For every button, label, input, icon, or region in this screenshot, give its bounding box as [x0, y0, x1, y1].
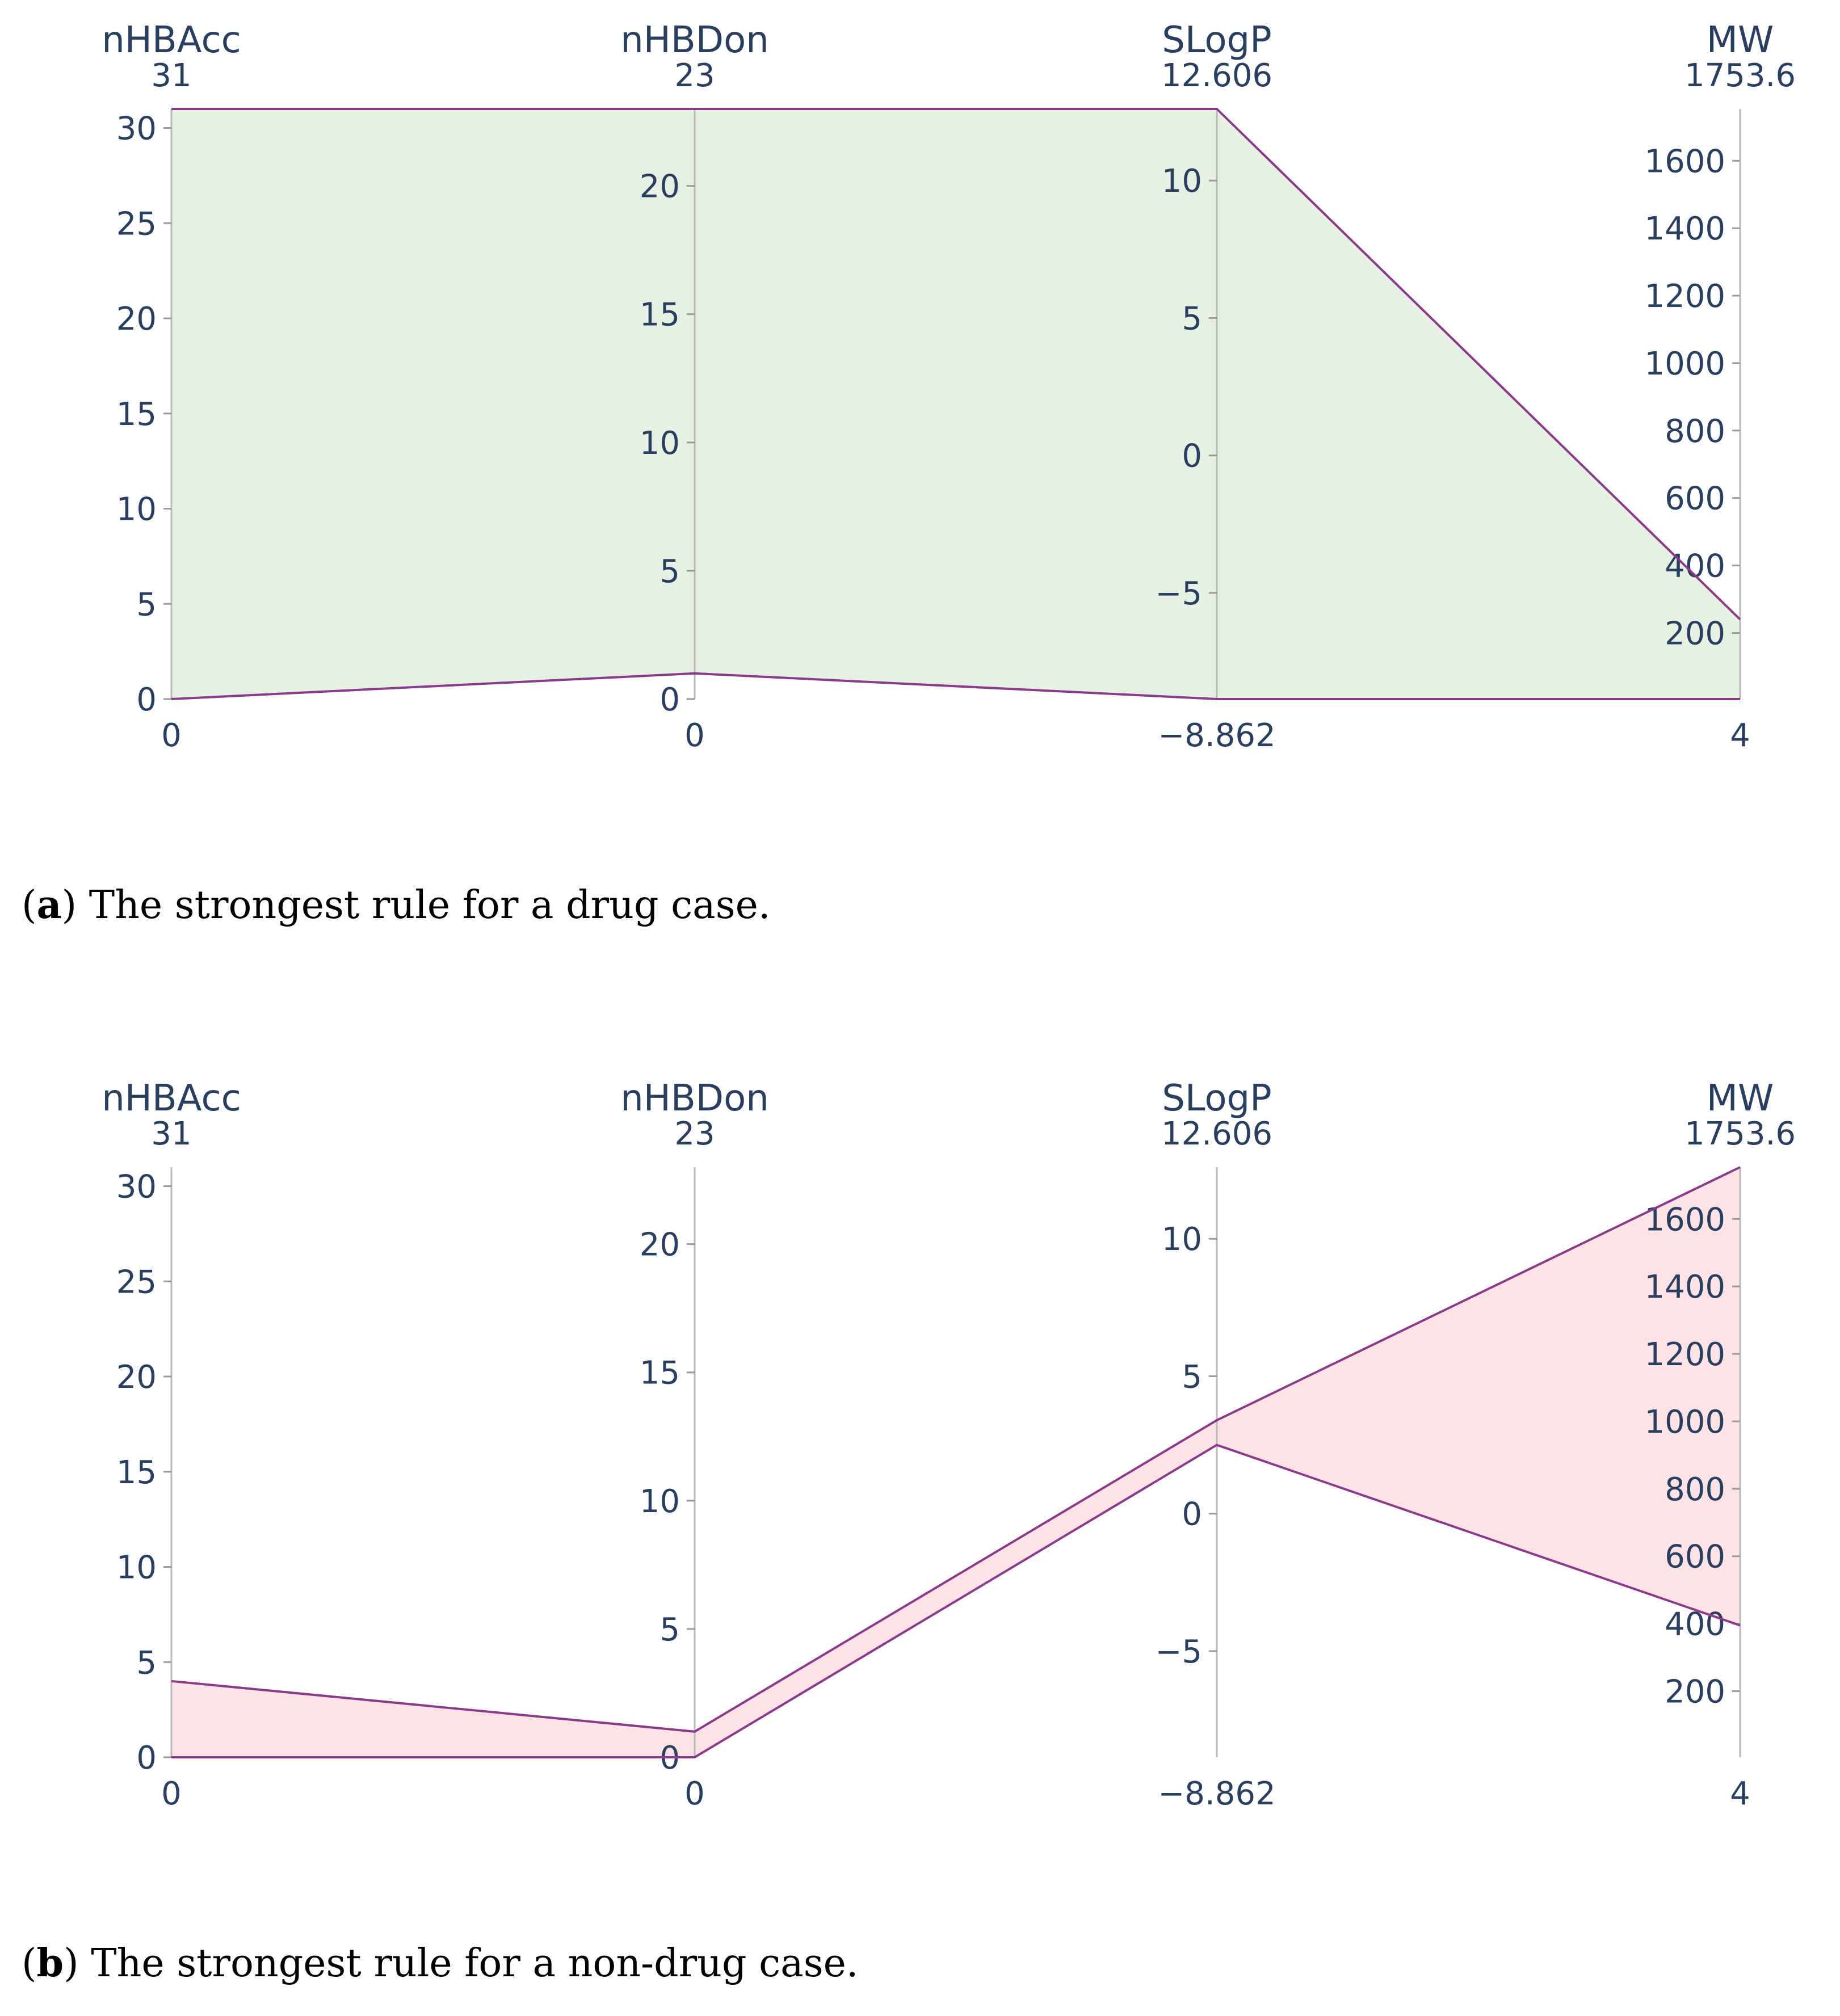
panel-a-tick-label-nHBAcc-5: 25 — [116, 205, 157, 242]
panel-b-axis-min-nHBAcc: 0 — [161, 1775, 182, 1812]
panel-b-tick-label-nHBAcc-0: 0 — [136, 1740, 157, 1777]
panel-a-tick-label-nHBAcc-1: 5 — [136, 586, 157, 623]
panel-b-tick-label-MW-3: 800 — [1665, 1471, 1725, 1508]
panel-b-tick-label-MW-2: 600 — [1665, 1539, 1725, 1576]
panel-b-tick-label-MW-4: 1000 — [1644, 1404, 1725, 1441]
panel-a-caption-text: The strongest rule for a drug case. — [89, 883, 771, 928]
panel-b-axis-min-nHBDon: 0 — [684, 1775, 705, 1812]
panel-a-caption: (a) The strongest rule for a drug case. — [22, 882, 771, 928]
panel-a-axis-min-MW: 4 — [1730, 717, 1750, 754]
panel-a-tick-label-MW-7: 1600 — [1644, 143, 1725, 180]
panel-b-tick-label-nHBDon-1: 5 — [659, 1611, 680, 1648]
panel-a-axis-max-nHBDon: 23 — [674, 57, 715, 94]
panel-b-tick-label-nHBAcc-6: 30 — [116, 1169, 157, 1206]
panel-b-axis-max-SLogP: 12.606 — [1161, 1116, 1272, 1152]
panel-a-axis-title-nHBAcc: nHBAcc — [102, 19, 241, 61]
panel-b-rule-band — [171, 1167, 1740, 1757]
panel-a-tick-label-nHBAcc-0: 0 — [136, 681, 157, 718]
panel-b-caption: (b) The strongest rule for a non-drug ca… — [22, 1941, 859, 1986]
panel-b-axis-max-nHBDon: 23 — [674, 1116, 715, 1152]
panel-b-axis-title-nHBDon: nHBDon — [620, 1078, 769, 1119]
panel-b-tick-label-SLogP-2: 5 — [1182, 1358, 1202, 1395]
panel-b-letter: b — [36, 1941, 64, 1986]
panel-a-tick-label-MW-4: 1000 — [1644, 346, 1725, 382]
panel-b-axis-min-SLogP: −8.862 — [1158, 1775, 1275, 1812]
panel-a-rule-upper-line — [171, 108, 1741, 621]
panel-b-tick-label-nHBDon-2: 10 — [640, 1483, 680, 1520]
panel-a-tick-label-nHBDon-3: 15 — [640, 297, 680, 334]
panel-a-chart: nHBAcc 31 0 0 5 10 15 20 25 30 nHBDon 23 0 0 5 10 15 20 SL… — [0, 0, 1840, 851]
panel-b-svg: nHBAcc310051015202530nHBDon23005101520SL… — [102, 1078, 1796, 1812]
panel-a-axis-max-MW: 1753.6 — [1684, 57, 1796, 94]
panel-b-axis-title-SLogP: SLogP — [1162, 1078, 1272, 1119]
panel-a-tick-label-nHBDon-1: 5 — [659, 553, 680, 590]
panel-a-svg: nHBAcc310051015202530nHBDon23005101520SL… — [102, 19, 1796, 754]
panel-b-tick-label-nHBAcc-4: 20 — [116, 1359, 157, 1396]
panel-b-axis-max-MW: 1753.6 — [1684, 1116, 1796, 1152]
panel-a-axis-title-MW: MW — [1707, 19, 1774, 61]
panel-b-tick-label-nHBAcc-3: 15 — [116, 1454, 157, 1491]
panel-b-tick-label-nHBAcc-5: 25 — [116, 1264, 157, 1300]
panel-a-tick-label-nHBAcc-6: 30 — [116, 111, 157, 148]
panel-b-tick-label-MW-5: 1200 — [1644, 1336, 1725, 1373]
panel-b-rule-upper-line — [171, 1166, 1741, 1733]
panel-a-letter: a — [36, 882, 62, 928]
panel-a-axis-max-SLogP: 12.606 — [1161, 57, 1272, 94]
panel-b-axis-title-MW: MW — [1707, 1078, 1774, 1119]
panel-a-tick-label-SLogP-2: 5 — [1182, 300, 1202, 337]
panel-a-tick-label-SLogP-3: 10 — [1162, 163, 1202, 200]
panel-b-axis-min-MW: 4 — [1730, 1775, 1750, 1812]
panel-b-tick-label-SLogP-0: −5 — [1155, 1634, 1202, 1670]
panel-a-rule-lower-line — [171, 672, 1740, 700]
panel-b-tick-label-MW-1: 400 — [1665, 1606, 1725, 1643]
panel-b-tick-label-SLogP-3: 10 — [1162, 1221, 1202, 1258]
panel-a-tick-label-nHBAcc-4: 20 — [116, 301, 157, 338]
panel-a-tick-label-SLogP-0: −5 — [1155, 575, 1202, 612]
panel-b-chart: nHBAcc 31 0 0 5 10 15 20 25 30 nHBDon 23 0 0 5 10 15 20 SL… — [0, 1058, 1840, 1909]
panel-a-axis-title-SLogP: SLogP — [1162, 19, 1272, 61]
panel-b-tick-label-MW-0: 200 — [1665, 1673, 1725, 1710]
panel-a-tick-label-nHBDon-4: 20 — [640, 169, 680, 205]
panel-b-tick-label-nHBAcc-1: 5 — [136, 1644, 157, 1681]
panel-b-tick-label-nHBDon-3: 15 — [640, 1355, 680, 1392]
panel-a-tick-label-MW-5: 1200 — [1644, 278, 1725, 315]
panel-b-tick-label-SLogP-1: 0 — [1182, 1496, 1202, 1533]
panel-a-tick-label-nHBDon-2: 10 — [640, 425, 680, 462]
panel-a-axis-title-nHBDon: nHBDon — [620, 19, 769, 61]
panel-a-axis-min-nHBAcc: 0 — [161, 717, 182, 754]
panel-a-axis-min-nHBDon: 0 — [684, 717, 705, 754]
panel-a-rule-band — [171, 109, 1740, 699]
panel-a-tick-label-nHBDon-0: 0 — [659, 681, 680, 718]
panel-b-caption-text: The strongest rule for a non-drug case. — [91, 1941, 859, 1986]
panel-a-tick-label-SLogP-1: 0 — [1182, 438, 1202, 475]
panel-a-tick-label-MW-3: 800 — [1665, 413, 1725, 450]
panel-a-tick-label-MW-0: 200 — [1665, 615, 1725, 652]
panel-b-tick-label-nHBAcc-2: 10 — [116, 1550, 157, 1586]
panel-b-tick-label-nHBDon-4: 20 — [640, 1227, 680, 1264]
panel-b-rule-lower-line — [171, 1443, 1741, 1758]
panel-a-tick-label-MW-1: 400 — [1665, 548, 1725, 585]
panel-b-axis-max-nHBAcc: 31 — [151, 1116, 191, 1152]
panel-a-axis-max-nHBAcc: 31 — [151, 57, 191, 94]
panel-a-tick-label-nHBAcc-2: 10 — [116, 491, 157, 528]
panel-a-tick-label-MW-6: 1400 — [1644, 211, 1725, 247]
panel-a-axis-min-SLogP: −8.862 — [1158, 717, 1275, 754]
panel-b-tick-label-MW-6: 1400 — [1644, 1269, 1725, 1306]
panel-a-tick-label-MW-2: 600 — [1665, 481, 1725, 517]
panel-a-tick-label-nHBAcc-3: 15 — [116, 396, 157, 433]
panel-b-axis-title-nHBAcc: nHBAcc — [102, 1078, 241, 1119]
